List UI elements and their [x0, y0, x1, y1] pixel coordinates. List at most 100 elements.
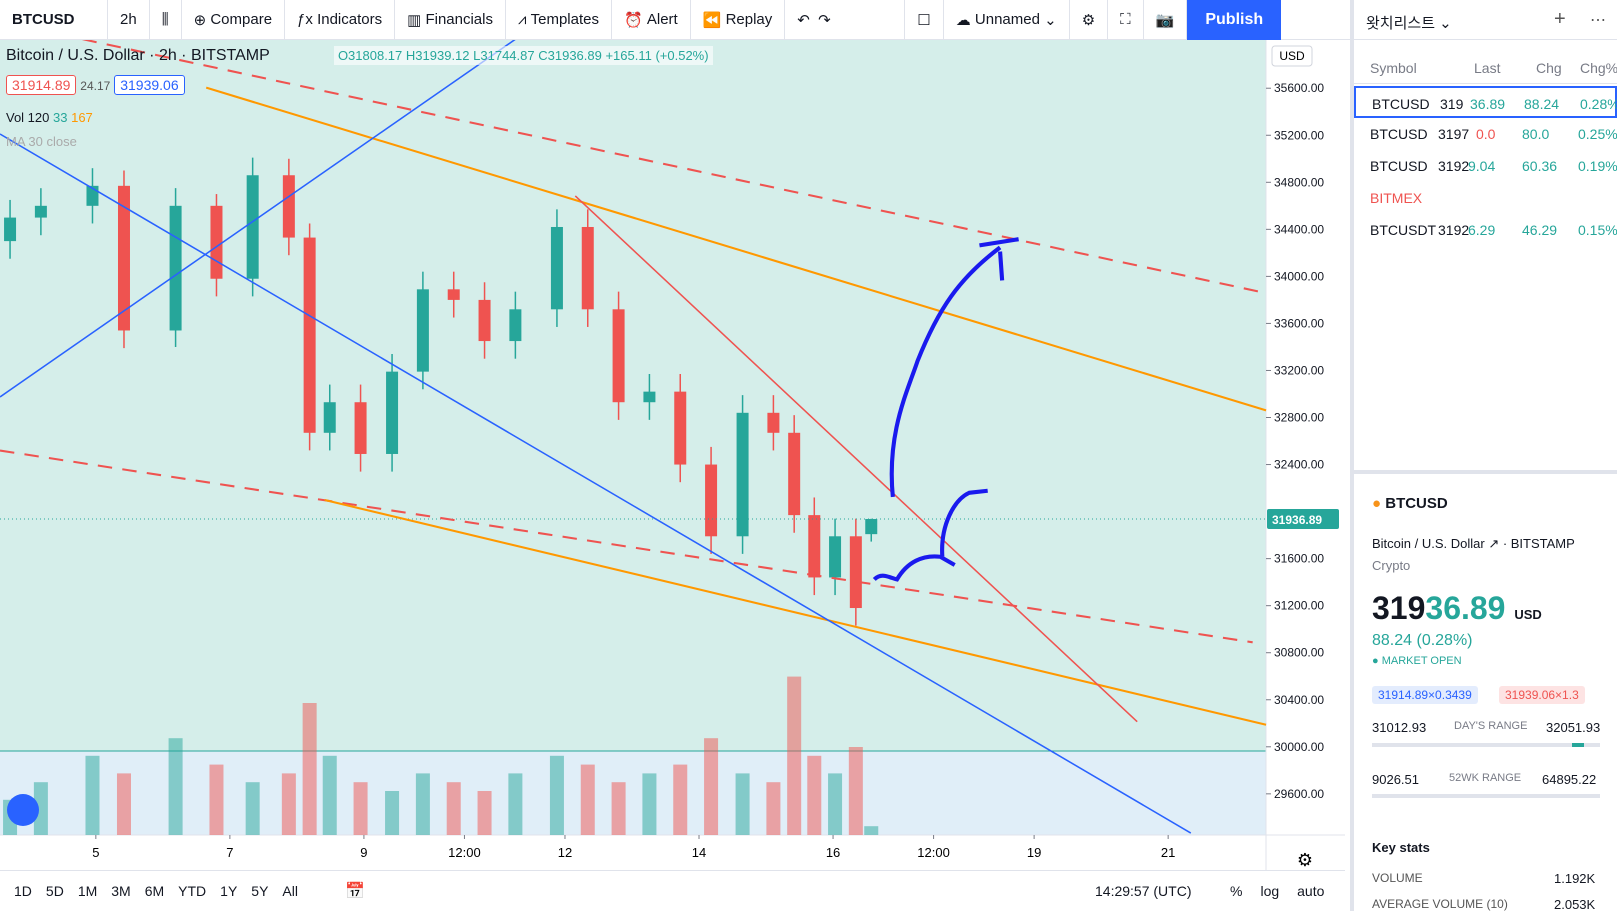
interval-button[interactable]: 2h	[108, 0, 150, 40]
top-toolbar: BTCUSD 2h ⫼ ⊕ Compare ƒx Indicators ▥ Fi…	[0, 0, 1617, 40]
scale-option[interactable]: log	[1260, 883, 1280, 899]
watchlist-row[interactable]: BTCUSD 3197 0.0 80.0 0.25%	[1354, 118, 1617, 150]
scale-option[interactable]: auto	[1297, 883, 1325, 899]
cell: 46.29	[1522, 222, 1558, 238]
compare-button[interactable]: ⊕ Compare	[182, 0, 286, 40]
header: Chg	[1536, 60, 1562, 76]
header-row: Symbol Last Chg Chg%	[1354, 52, 1617, 84]
volume-bar	[353, 782, 368, 835]
volume-pane	[0, 751, 1266, 835]
go-to-date[interactable]: 📅	[345, 883, 365, 900]
header: Last	[1474, 60, 1501, 76]
bid-ask: 31914.89 24.17 31939.06	[6, 75, 185, 95]
watchlist-title[interactable]: 왓치리스트 ⌄	[1366, 15, 1452, 32]
ohlc-close: C31936.89 +165.11 (+0.52%)	[538, 48, 709, 63]
ma-legend: MA 30 close	[6, 134, 77, 149]
range-button[interactable]: 5Y	[251, 883, 269, 899]
clock: 14:29:57 (UTC)	[1095, 883, 1192, 899]
publish-button[interactable]: Publish	[1187, 0, 1282, 40]
range-button[interactable]: 3M	[111, 883, 131, 899]
range-button[interactable]: 6M	[144, 883, 165, 899]
trend-line	[82, 40, 1261, 293]
y-tick-label: 32800.00	[1274, 411, 1324, 425]
cell: 0.25%	[1578, 126, 1617, 142]
candle-body	[788, 432, 801, 516]
exchange: BITSTAMP	[190, 47, 270, 64]
y-tick-label: 35200.00	[1274, 128, 1324, 142]
watchlist-row[interactable]: BTCUSDT 3192 6.29 46.29 0.15%	[1354, 214, 1617, 246]
volume-bar	[848, 747, 863, 835]
undo-redo[interactable]: ↶ ↷	[785, 0, 906, 40]
range-button[interactable]: All	[282, 883, 298, 899]
volume-bar	[245, 782, 260, 835]
plot-background	[0, 40, 1266, 835]
add-symbol[interactable]: +	[1554, 8, 1566, 30]
header: Symbol	[1370, 60, 1417, 76]
wk-high: 64895.22	[1542, 772, 1597, 787]
templates-button[interactable]: ⩘ Templates	[506, 0, 612, 40]
alert-button[interactable]: ⏰ Alert	[612, 0, 691, 40]
volume-bar	[209, 764, 224, 835]
volume-bar	[642, 773, 657, 835]
cell: 0.28%	[1580, 96, 1617, 112]
ohlc-high: H31939.12	[405, 48, 470, 63]
ohlc: O31808.17 H31939.12 L31744.87 C31936.89 …	[333, 46, 713, 65]
day-range-bar	[1372, 743, 1600, 747]
exchange: BITSTAMP	[1510, 536, 1575, 551]
currency-box[interactable]	[1271, 45, 1313, 67]
volume-bar	[864, 826, 879, 835]
price-tail: 36.89	[1425, 590, 1506, 626]
y-tick-label: 30400.00	[1274, 693, 1324, 707]
stat-label: VOLUME	[1372, 871, 1423, 885]
chart-type-button[interactable]: ⫼	[150, 0, 182, 40]
ohlc-low: L31744.87	[473, 48, 535, 63]
candle-body	[447, 289, 460, 300]
range-button[interactable]: YTD	[178, 883, 207, 899]
bid[interactable]: 31914.89	[6, 75, 77, 95]
range-button[interactable]: 1D	[14, 883, 32, 899]
label: BTCUSD	[1385, 495, 1448, 512]
candle-body	[386, 371, 399, 454]
symbol-button[interactable]: BTCUSD	[0, 0, 108, 40]
layout-button[interactable]: ☐	[905, 0, 944, 40]
volume-bar	[673, 764, 688, 835]
x-tick-label: 19	[1027, 845, 1041, 860]
currency: USD	[1514, 607, 1542, 622]
range-button[interactable]: 1Y	[220, 883, 238, 899]
last-price-tag	[1267, 509, 1339, 530]
settings-icon[interactable]: ⚙	[1297, 850, 1313, 870]
volume-bar	[828, 773, 843, 835]
range-button[interactable]: 5D	[45, 883, 64, 899]
day-label: DAY'S RANGE	[1454, 720, 1528, 732]
details-ask: 31939.06×1.3	[1499, 686, 1585, 704]
tv-logo	[7, 794, 39, 826]
settings-button[interactable]: ⚙	[1070, 0, 1109, 40]
candle-body	[416, 289, 429, 372]
label: Indicators	[317, 11, 383, 28]
ohlc-open: O31808.17	[337, 48, 403, 63]
range-button[interactable]: 1M	[77, 883, 98, 899]
ask[interactable]: 31939.06	[114, 75, 185, 95]
spread: 24.17	[80, 79, 111, 93]
trend-line	[324, 499, 1267, 726]
wk-label: 52WK RANGE	[1449, 772, 1522, 784]
details-change: 88.24 (0.28%)	[1372, 632, 1473, 649]
watchlist-row[interactable]: BTCUSD 3192 9.04 60.36 0.19%	[1354, 150, 1617, 182]
scale-option[interactable]: %	[1230, 883, 1243, 899]
cell: 0.15%	[1578, 222, 1617, 238]
indicators-button[interactable]: ƒx Indicators	[285, 0, 396, 40]
y-tick-label: 31600.00	[1274, 552, 1324, 566]
watchlist-row[interactable]: BTCUSD 319 36.89 88.24 0.28%	[1354, 86, 1617, 118]
financials-button[interactable]: ▥ Financials	[395, 0, 506, 40]
layout-name[interactable]: ☁ Unnamed ⌄	[944, 0, 1070, 40]
volume-bar	[168, 738, 183, 835]
snapshot-button[interactable]: 📷	[1144, 0, 1188, 40]
volume-bar	[549, 755, 564, 835]
more[interactable]: ⋯	[1590, 12, 1606, 29]
fullscreen-button[interactable]: ⛶	[1108, 0, 1144, 40]
replay-button[interactable]: ⏪ Replay	[691, 0, 786, 40]
right-panel: 왓치리스트 ⌄ + ⋯ Symbol Last Chg Chg% BTCUSD 319 3…	[1350, 0, 1617, 912]
x-tick-label: 12	[558, 845, 572, 860]
x-tick-label: 7	[226, 845, 233, 860]
candle-body	[581, 226, 594, 310]
